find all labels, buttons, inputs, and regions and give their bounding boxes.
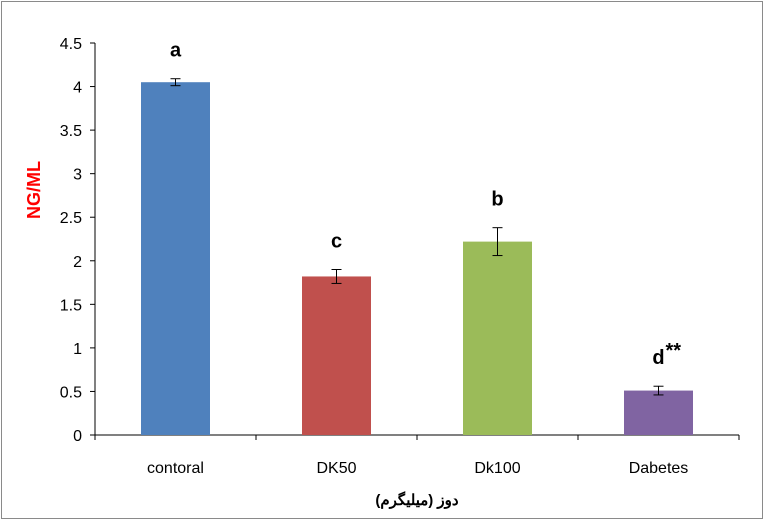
y-tick-label: 4.5 xyxy=(60,36,82,53)
significance-letter: a xyxy=(170,40,182,62)
y-tick-label: 4 xyxy=(73,80,82,97)
y-tick-label: 2 xyxy=(73,254,82,271)
y-axis-title: NG/ML xyxy=(24,161,44,219)
significance-asterisks: ** xyxy=(666,340,682,362)
x-tick-label: Dk100 xyxy=(474,460,520,477)
y-tick-label: 0 xyxy=(73,428,82,445)
bar-dabetes xyxy=(624,390,693,435)
bars xyxy=(141,78,693,435)
bar-dk50 xyxy=(302,276,371,435)
x-tick-label: Dabetes xyxy=(629,460,689,477)
y-tick-label: 3 xyxy=(73,167,82,184)
labels: a contoral c DK50 b Dk100 d ** Dabetes xyxy=(147,40,688,477)
y-tick-label: 1.5 xyxy=(60,297,82,314)
significance-letter: d xyxy=(652,347,664,369)
y-tick-label: 3.5 xyxy=(60,123,82,140)
y-tick-label: 1 xyxy=(73,341,82,358)
significance-letter: c xyxy=(331,230,342,252)
x-axis-title: دوز (میلیگرم) xyxy=(375,491,459,509)
y-tick-label: 0.5 xyxy=(60,384,82,401)
bar-dk100 xyxy=(463,241,532,435)
x-tick-label: contoral xyxy=(147,460,204,477)
significance-letter: b xyxy=(491,189,503,211)
bar-contoral xyxy=(141,82,210,435)
y-tick-label: 2.5 xyxy=(60,210,82,227)
x-tick-label: DK50 xyxy=(316,460,356,477)
